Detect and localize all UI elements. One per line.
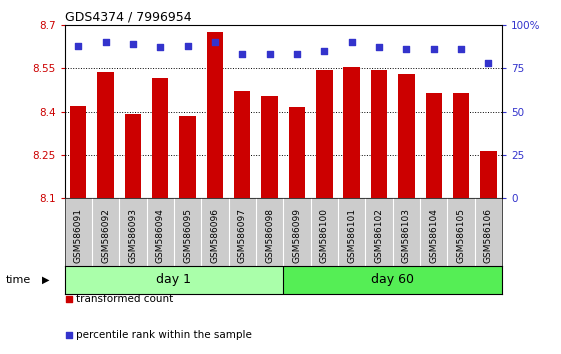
Point: [457, 46, 466, 52]
Text: ▶: ▶: [42, 275, 49, 285]
Point: [429, 46, 438, 52]
Point: [128, 41, 137, 47]
Point: [210, 39, 219, 45]
Bar: [343, 67, 360, 198]
Text: GSM586096: GSM586096: [210, 208, 219, 263]
Text: GSM586098: GSM586098: [265, 208, 274, 263]
Text: GSM586100: GSM586100: [320, 208, 329, 263]
Text: day 1: day 1: [157, 273, 191, 286]
Text: GSM586101: GSM586101: [347, 208, 356, 263]
Point: [265, 51, 274, 57]
Text: time: time: [6, 275, 31, 285]
Bar: [289, 107, 305, 198]
Point: [320, 48, 329, 53]
Text: GSM586103: GSM586103: [402, 208, 411, 263]
Bar: [98, 73, 114, 198]
Text: transformed count: transformed count: [76, 294, 173, 304]
Point: [347, 39, 356, 45]
Bar: [125, 114, 141, 198]
Point: [156, 45, 165, 50]
Bar: [371, 70, 387, 198]
Point: [292, 51, 301, 57]
Text: GSM586092: GSM586092: [101, 208, 110, 263]
Text: GSM586102: GSM586102: [375, 208, 384, 263]
Point: [65, 296, 73, 302]
Bar: [206, 32, 223, 198]
Bar: [398, 74, 415, 198]
Bar: [65, 266, 283, 294]
Point: [375, 45, 384, 50]
Bar: [152, 78, 168, 198]
Text: GSM586093: GSM586093: [128, 208, 137, 263]
Point: [183, 43, 192, 48]
Text: GSM586104: GSM586104: [429, 208, 438, 263]
Point: [65, 332, 73, 337]
Text: GSM586106: GSM586106: [484, 208, 493, 263]
Bar: [234, 91, 250, 198]
Point: [101, 39, 110, 45]
Text: GDS4374 / 7996954: GDS4374 / 7996954: [65, 11, 191, 24]
Text: GSM586097: GSM586097: [238, 208, 247, 263]
Text: GSM586099: GSM586099: [292, 208, 301, 263]
Bar: [70, 106, 86, 198]
Text: GSM586105: GSM586105: [457, 208, 466, 263]
Point: [73, 43, 82, 48]
Text: day 60: day 60: [371, 273, 414, 286]
Text: percentile rank within the sample: percentile rank within the sample: [76, 330, 252, 339]
Point: [402, 46, 411, 52]
Bar: [283, 266, 502, 294]
Bar: [425, 93, 442, 198]
Bar: [453, 93, 469, 198]
Bar: [261, 96, 278, 198]
Bar: [180, 116, 196, 198]
Bar: [480, 150, 496, 198]
Bar: [316, 70, 333, 198]
Text: GSM586094: GSM586094: [156, 208, 165, 263]
Text: GSM586095: GSM586095: [183, 208, 192, 263]
Point: [484, 60, 493, 66]
Text: GSM586091: GSM586091: [73, 208, 82, 263]
Point: [238, 51, 247, 57]
